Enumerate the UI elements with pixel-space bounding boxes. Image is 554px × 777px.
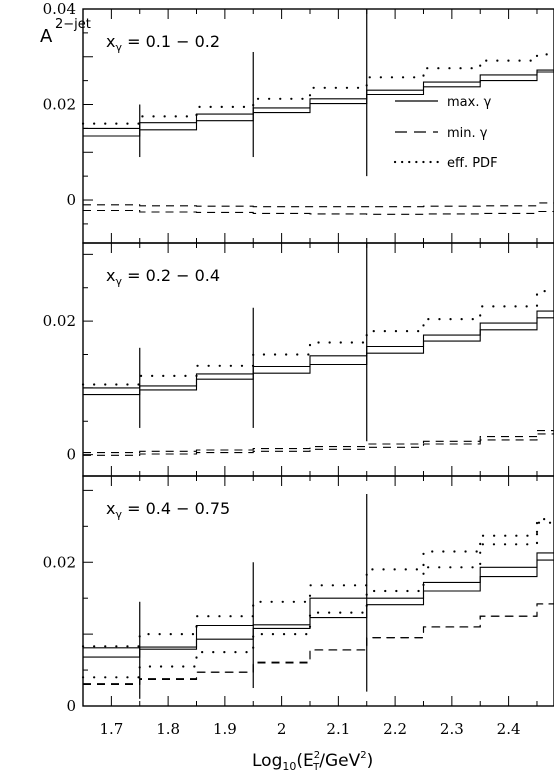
series-max-gamma-lower <box>83 71 554 137</box>
series-min-gamma-lower <box>83 433 554 456</box>
y-axis-label-main: A <box>40 26 53 47</box>
legend: max. γ min. γ eff. PDF <box>393 95 498 171</box>
y-tick-label: 0.02 <box>43 96 76 114</box>
x-axis-label-sub2: T <box>312 762 320 773</box>
x-tick-label: 2.3 <box>440 720 464 738</box>
y-tick-label: 0.02 <box>43 553 76 571</box>
panel-label-rest: = 0.2 − 0.4 <box>122 266 220 285</box>
x-tick-label: 1.9 <box>213 720 237 738</box>
x-tick-label: 2.1 <box>326 720 350 738</box>
panel-label: xγ = 0.1 − 0.2 <box>106 32 220 54</box>
panel-2: 0.02 0 xγ = 0.2 − 0.4 <box>43 242 554 477</box>
panel-label-rest: = 0.1 − 0.2 <box>122 32 220 51</box>
panel-label-x: x <box>106 266 115 285</box>
y-tick-label: 0.04 <box>43 0 76 18</box>
panel-label-x: x <box>106 499 115 518</box>
panel-label-sub: γ <box>115 41 122 54</box>
series-max-gamma-lower <box>83 559 554 658</box>
y-tick-label: 0 <box>66 446 76 464</box>
x-tick-label: 1.7 <box>99 720 123 738</box>
series-eff-pdf <box>81 521 554 679</box>
panel-label-sub: γ <box>115 275 122 288</box>
series-min-gamma-lower <box>83 603 554 685</box>
series-max-gamma-upper <box>83 310 554 389</box>
x-tick-label: 2.2 <box>383 720 407 738</box>
panel-label-rest: = 0.4 − 0.75 <box>122 499 230 518</box>
series-min-gamma-upper <box>83 202 554 208</box>
series-min-gamma-upper <box>83 430 554 454</box>
x-axis-label-sup1: 2 <box>314 750 320 761</box>
x-tick-label: 1.8 <box>156 720 180 738</box>
x-tick-label: 2 <box>277 720 287 738</box>
x-axis-label: Log10(E2 T/GeV2) <box>252 750 373 773</box>
series-eff-pdf <box>81 53 554 125</box>
panel-1: 0.04 0.02 0 xγ = 0.1 − 0.2 max. γ min. γ eff. … <box>43 0 554 244</box>
series-max-gamma-upper <box>83 69 554 129</box>
x-axis-label-close: ) <box>367 751 374 771</box>
x-axis-label-open: (E <box>296 751 313 771</box>
legend-label: eff. PDF <box>447 156 498 171</box>
panel-3: 0.02 0 xγ = 0.4 − 0.75 <box>43 475 554 715</box>
svg-text:Log10(E2T/GeV2): Log10(E2 T/GeV2) <box>252 750 373 773</box>
x-axis-label-mid: /GeV <box>319 751 360 771</box>
series-max-gamma-lower <box>83 317 554 396</box>
y-axis-label-superscript: 2−jet <box>55 17 91 32</box>
x-axis-label-log: Log <box>252 751 282 771</box>
legend-label: max. γ <box>447 95 492 110</box>
y-tick-label: 0 <box>66 697 76 715</box>
panel-label-x: x <box>106 32 115 51</box>
legend-label: min. γ <box>447 126 488 141</box>
x-axis-ticks: 1.7 1.8 1.9 2 2.1 2.2 2.3 2.4 <box>99 720 520 738</box>
y-tick-label: 0.02 <box>43 312 76 330</box>
panel-frame <box>82 475 554 707</box>
series-max-gamma-upper <box>83 552 554 649</box>
x-axis-label-sub: 10 <box>282 760 296 773</box>
panel-label: xγ = 0.2 − 0.4 <box>106 266 220 288</box>
series-min-gamma-lower <box>83 209 554 215</box>
x-axis-label-sup2: 2 <box>360 750 366 761</box>
series-eff-pdf-upper <box>81 518 554 648</box>
series-eff-pdf <box>81 290 554 386</box>
y-tick-label: 0 <box>66 191 76 209</box>
x-tick-label: 2.4 <box>497 720 521 738</box>
panel-label: xγ = 0.4 − 0.75 <box>106 499 230 521</box>
y-axis-label: A 2−jet <box>40 17 91 47</box>
panel-label-sub: γ <box>115 508 122 521</box>
